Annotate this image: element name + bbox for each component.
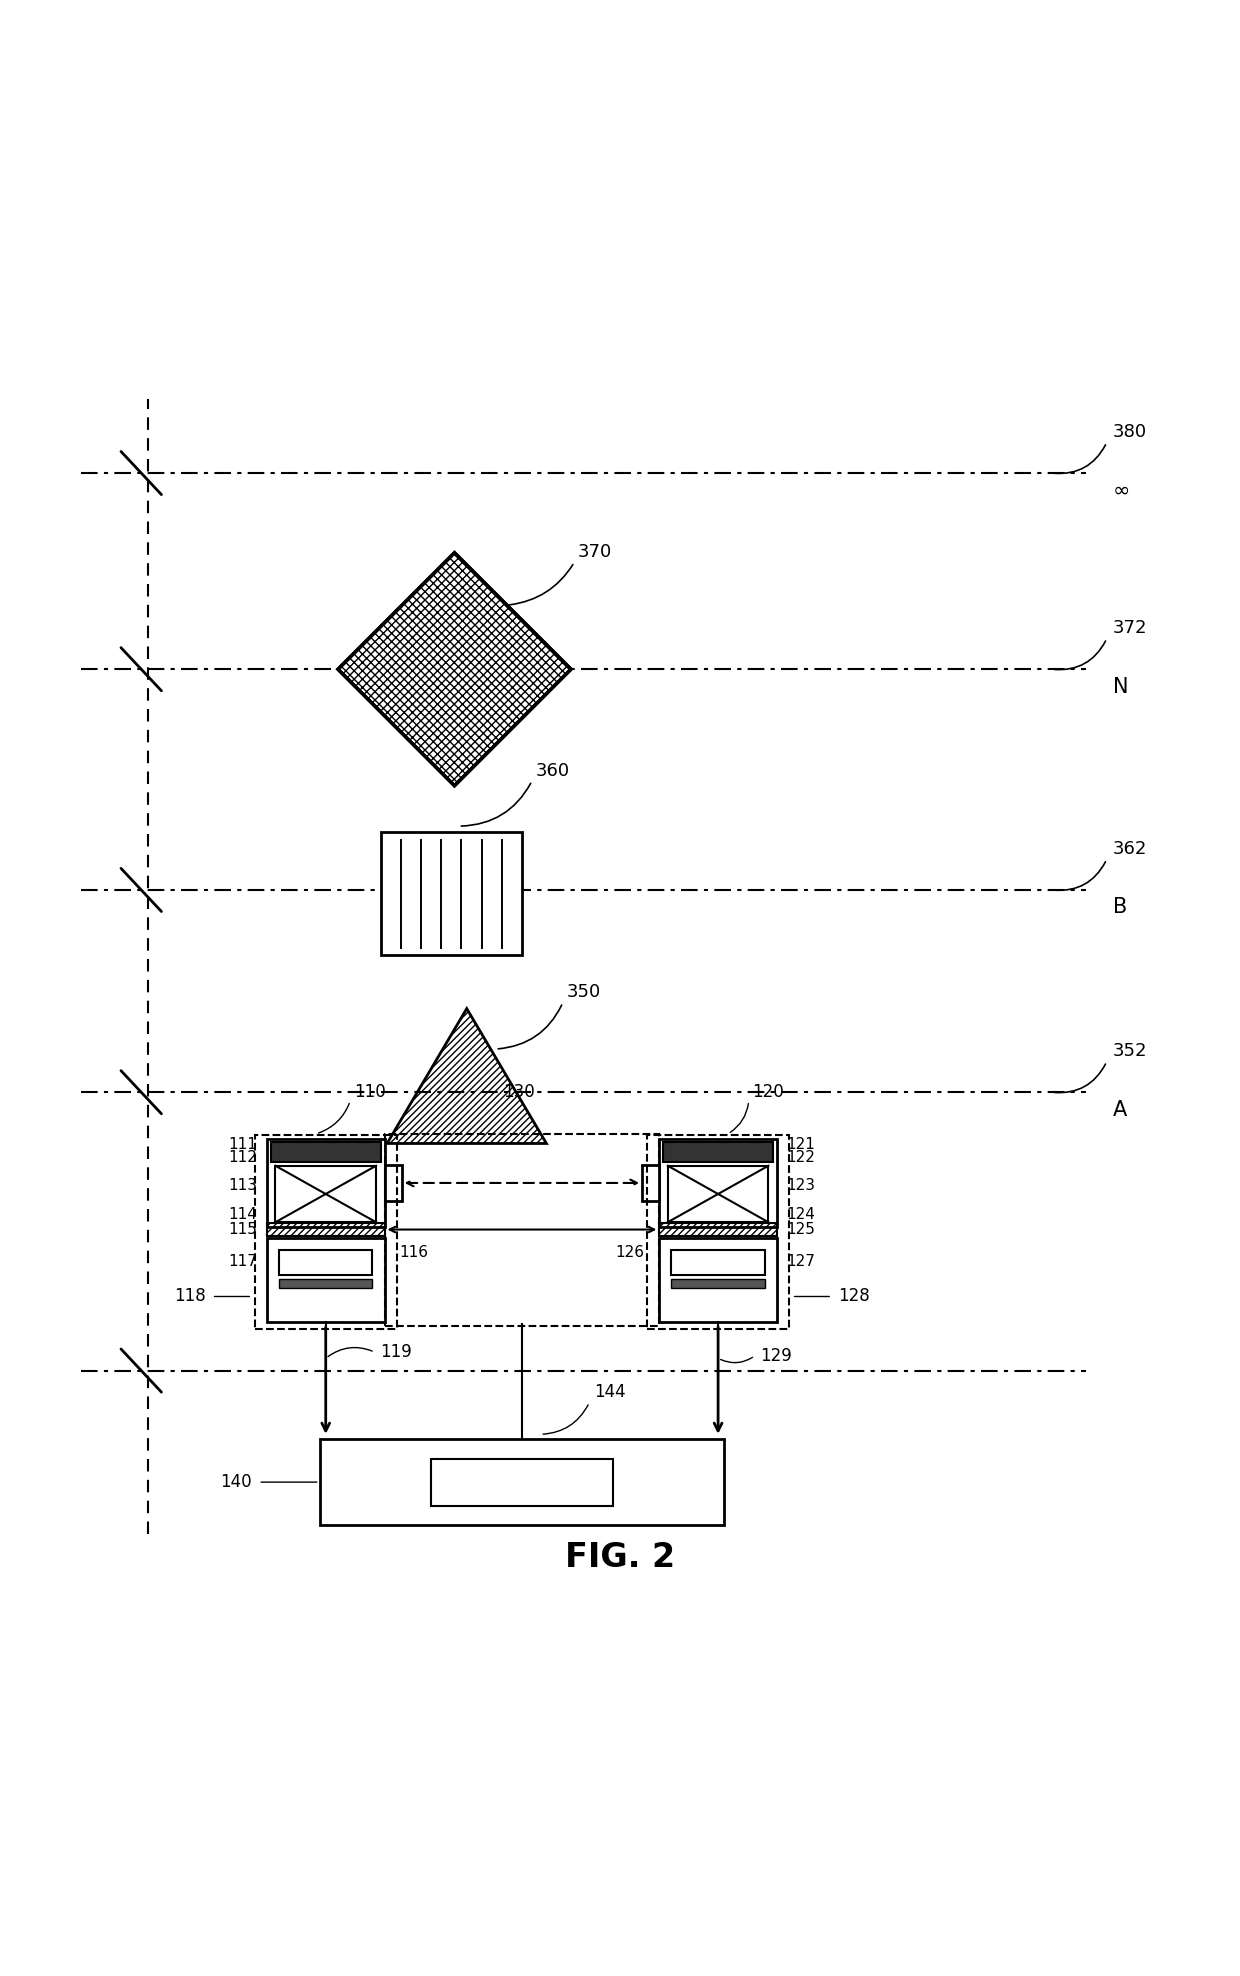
Text: FIG. 2: FIG. 2 [565, 1541, 675, 1575]
Bar [275, 1166, 376, 1223]
Text: 113: 113 [228, 1178, 257, 1194]
Text: 110: 110 [353, 1083, 386, 1101]
Bar [279, 1251, 372, 1275]
Text: 116: 116 [399, 1245, 428, 1261]
Text: 123: 123 [786, 1178, 816, 1194]
Text: B: B [1112, 897, 1127, 917]
Text: 352: 352 [1112, 1043, 1147, 1061]
Text: 119: 119 [379, 1344, 412, 1361]
Bar [384, 1164, 402, 1201]
Bar [267, 1138, 384, 1227]
Text: 380: 380 [1112, 423, 1147, 441]
Text: 370: 370 [578, 543, 613, 561]
Text: 129: 129 [760, 1348, 791, 1365]
Text: 130: 130 [503, 1083, 536, 1101]
Polygon shape [339, 553, 570, 786]
Bar [672, 1278, 765, 1288]
Bar [647, 1134, 789, 1328]
Text: 125: 125 [786, 1221, 816, 1237]
Text: 120: 120 [753, 1083, 784, 1101]
Text: 115: 115 [228, 1221, 257, 1237]
Bar [660, 1239, 777, 1322]
Text: 117: 117 [228, 1255, 257, 1269]
Bar [270, 1142, 381, 1162]
Text: 124: 124 [786, 1207, 816, 1223]
Bar [430, 1458, 613, 1506]
Text: 127: 127 [786, 1255, 816, 1269]
Text: ∞: ∞ [1112, 480, 1131, 500]
Bar [642, 1164, 660, 1201]
Bar [381, 832, 522, 954]
Bar [279, 1278, 372, 1288]
Text: 144: 144 [594, 1383, 626, 1401]
Text: 111: 111 [228, 1138, 257, 1152]
Bar [254, 1134, 397, 1328]
Text: 121: 121 [786, 1138, 816, 1152]
Bar [668, 1166, 769, 1223]
Text: 126: 126 [615, 1245, 645, 1261]
Bar [267, 1239, 384, 1322]
Bar [663, 1142, 774, 1162]
Text: 140: 140 [221, 1474, 252, 1492]
Bar [660, 1223, 777, 1235]
Text: 362: 362 [1112, 840, 1147, 858]
Text: A: A [1112, 1099, 1127, 1120]
Bar [672, 1251, 765, 1275]
Text: 350: 350 [567, 984, 601, 1002]
Text: 360: 360 [536, 761, 570, 781]
Text: 112: 112 [228, 1150, 257, 1164]
Bar [660, 1138, 777, 1227]
Bar [320, 1439, 724, 1525]
Text: 122: 122 [786, 1150, 816, 1164]
Bar [267, 1223, 384, 1235]
Bar [384, 1134, 660, 1326]
Text: 118: 118 [174, 1288, 206, 1306]
Text: 114: 114 [228, 1207, 257, 1223]
Text: N: N [1112, 676, 1128, 698]
Text: 372: 372 [1112, 618, 1147, 638]
Text: 128: 128 [838, 1288, 870, 1306]
